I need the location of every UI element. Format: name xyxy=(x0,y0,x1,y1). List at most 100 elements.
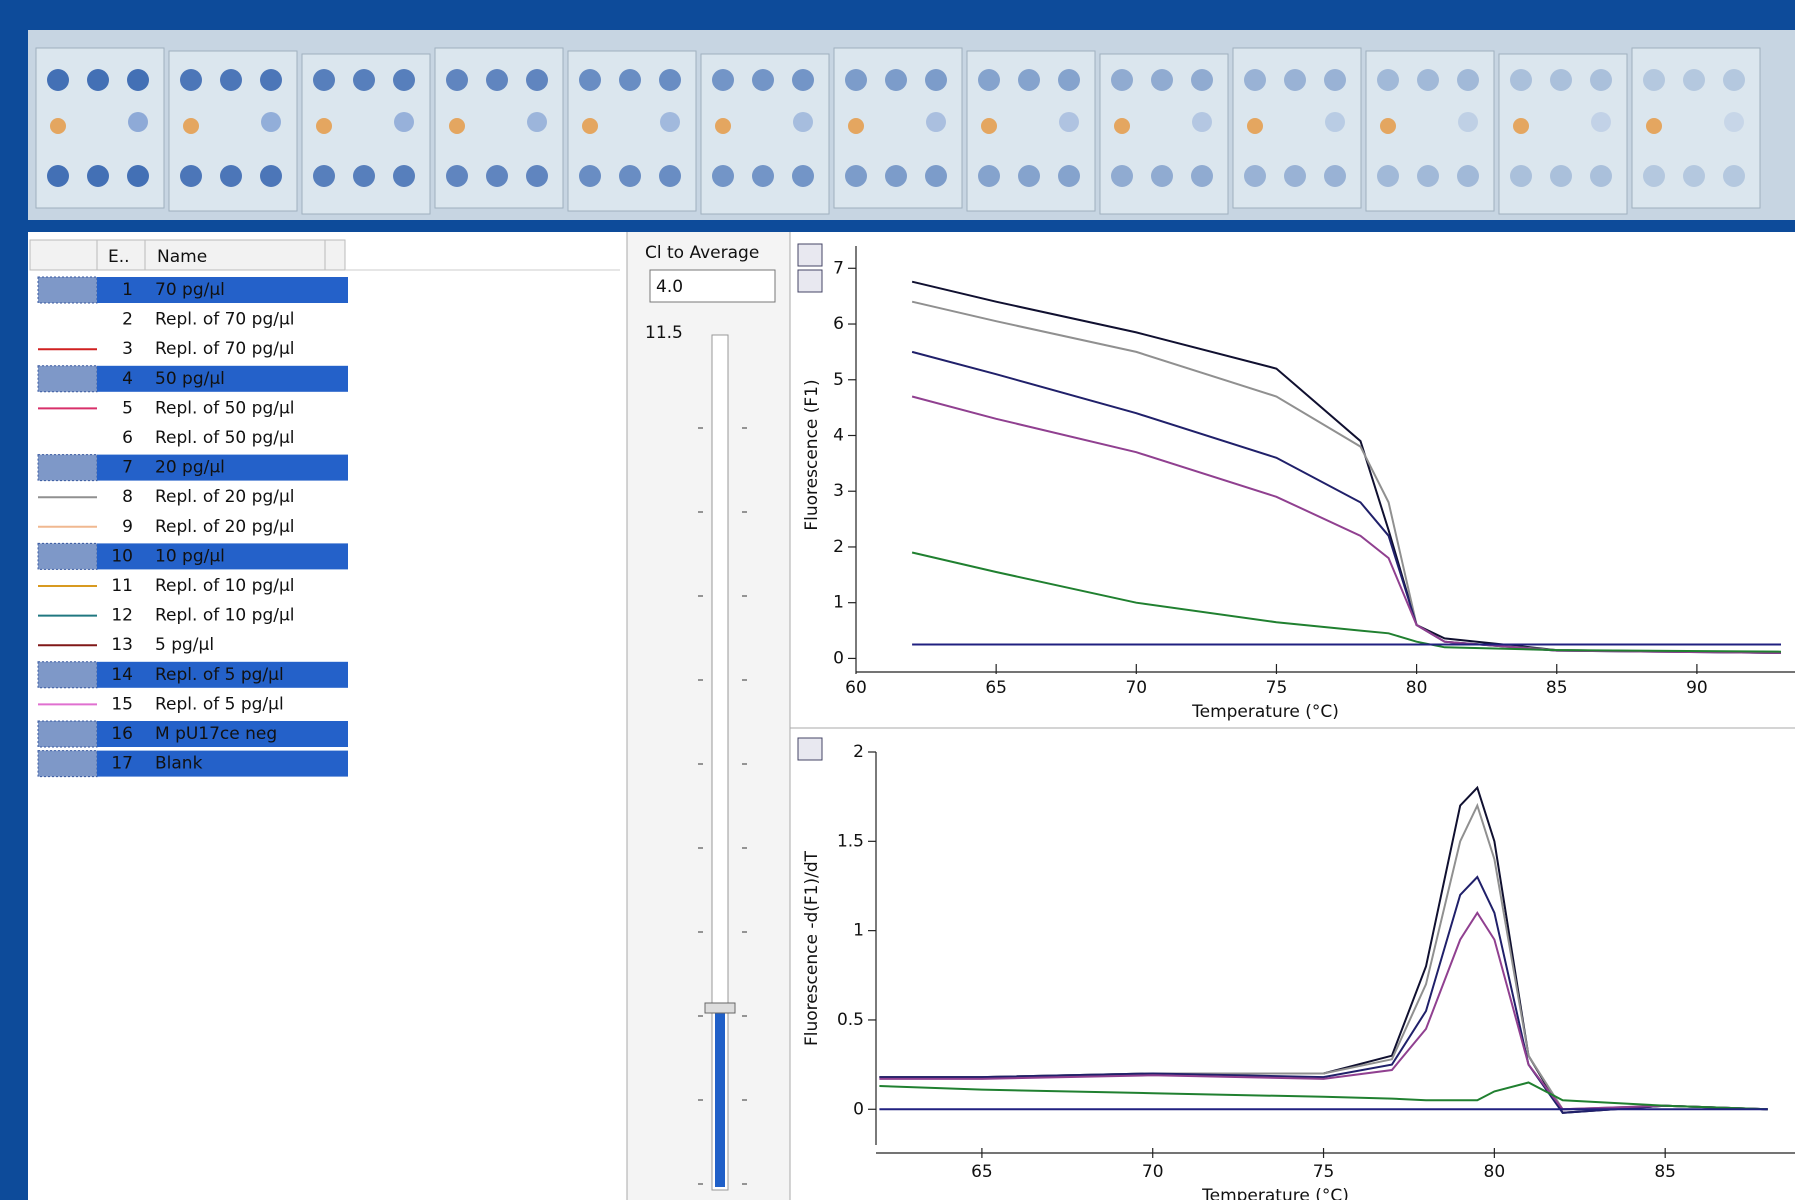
dot xyxy=(1192,112,1212,132)
dot xyxy=(353,69,375,91)
row-name[interactable]: Repl. of 10 pg/µl xyxy=(155,576,295,596)
row-number[interactable]: 14 xyxy=(111,665,133,685)
row-number[interactable]: 9 xyxy=(122,517,133,537)
x-tick-label: 85 xyxy=(1546,678,1568,698)
row-name[interactable]: 70 pg/µl xyxy=(155,280,225,300)
row-name[interactable]: Repl. of 50 pg/µl xyxy=(155,428,295,448)
row-number[interactable]: 2 xyxy=(122,310,133,330)
dot xyxy=(659,165,681,187)
y-tick-label: 1 xyxy=(853,921,864,941)
dot xyxy=(394,112,414,132)
dot xyxy=(1151,165,1173,187)
y-tick-label: 7 xyxy=(833,258,844,278)
row-number[interactable]: 8 xyxy=(122,487,133,507)
dot xyxy=(1018,69,1040,91)
row-name[interactable]: Repl. of 70 pg/µl xyxy=(155,310,295,330)
row-name[interactable]: Repl. of 50 pg/µl xyxy=(155,398,295,418)
y-tick-label: 0 xyxy=(833,648,844,668)
x-tick-label: 65 xyxy=(971,1162,993,1182)
x-tick-label: 70 xyxy=(1125,678,1147,698)
row-number[interactable]: 16 xyxy=(111,724,133,744)
dot xyxy=(845,165,867,187)
dot xyxy=(845,69,867,91)
dot xyxy=(527,112,547,132)
row-number[interactable]: 17 xyxy=(111,754,133,774)
row-swatch xyxy=(38,751,97,777)
row-name[interactable]: Repl. of 5 pg/µl xyxy=(155,694,284,714)
dot xyxy=(1191,165,1213,187)
dot xyxy=(1018,165,1040,187)
dot xyxy=(619,69,641,91)
row-name[interactable]: Blank xyxy=(155,754,203,774)
row-name[interactable]: 50 pg/µl xyxy=(155,369,225,389)
row-swatch xyxy=(38,277,97,303)
dot xyxy=(393,69,415,91)
x-tick-label: 60 xyxy=(845,678,867,698)
chart-icon[interactable] xyxy=(798,270,822,292)
row-number[interactable]: 5 xyxy=(122,398,133,418)
dot xyxy=(1324,165,1346,187)
x-axis-title: Temperature (°C) xyxy=(1191,702,1339,722)
chart-icon[interactable] xyxy=(798,244,822,266)
dot xyxy=(220,69,242,91)
dot xyxy=(183,118,199,134)
dot xyxy=(50,118,66,134)
dot xyxy=(712,69,734,91)
y-tick-label: 0.5 xyxy=(837,1010,864,1030)
slider-thumb[interactable] xyxy=(705,1003,735,1013)
y-tick-label: 5 xyxy=(833,370,844,390)
row-number[interactable]: 6 xyxy=(122,428,133,448)
x-tick-label: 80 xyxy=(1484,1162,1506,1182)
row-name[interactable]: Repl. of 20 pg/µl xyxy=(155,517,295,537)
row-name[interactable]: M pU17ce neg xyxy=(155,724,277,744)
dot xyxy=(1114,118,1130,134)
dot xyxy=(712,165,734,187)
header-cell[interactable]: E.. xyxy=(108,247,130,267)
row-number[interactable]: 11 xyxy=(111,576,133,596)
row-number[interactable]: 4 xyxy=(122,369,133,389)
y-tick-label: 2 xyxy=(833,537,844,557)
row-number[interactable]: 12 xyxy=(111,606,133,626)
input-value[interactable]: 4.0 xyxy=(656,277,683,297)
row-name[interactable]: Repl. of 70 pg/µl xyxy=(155,339,295,359)
slider-max: 11.5 xyxy=(645,323,683,343)
row-name[interactable]: Repl. of 20 pg/µl xyxy=(155,487,295,507)
y-tick-label: 0 xyxy=(853,1099,864,1119)
dot xyxy=(1417,165,1439,187)
dot xyxy=(1458,112,1478,132)
x-tick-label: 65 xyxy=(985,678,1007,698)
dot xyxy=(752,69,774,91)
dot xyxy=(446,165,468,187)
y-tick-label: 6 xyxy=(833,314,844,334)
dot xyxy=(1325,112,1345,132)
row-name[interactable]: 20 pg/µl xyxy=(155,458,225,478)
dot xyxy=(752,165,774,187)
dot xyxy=(526,165,548,187)
dot xyxy=(1284,69,1306,91)
row-number[interactable]: 10 xyxy=(111,546,133,566)
row-number[interactable]: 13 xyxy=(111,635,133,655)
row-highlight[interactable] xyxy=(97,751,348,777)
dot xyxy=(885,69,907,91)
row-number[interactable]: 1 xyxy=(122,280,133,300)
row-number[interactable]: 7 xyxy=(122,458,133,478)
row-name[interactable]: Repl. of 5 pg/µl xyxy=(155,665,284,685)
x-tick-label: 75 xyxy=(1313,1162,1335,1182)
row-number[interactable]: 15 xyxy=(111,694,133,714)
header-cell[interactable]: Name xyxy=(157,247,207,267)
row-name[interactable]: 5 pg/µl xyxy=(155,635,214,655)
dot xyxy=(1550,69,1572,91)
row-number[interactable]: 3 xyxy=(122,339,133,359)
dot xyxy=(1151,69,1173,91)
row-name[interactable]: Repl. of 10 pg/µl xyxy=(155,606,295,626)
chart-icon[interactable] xyxy=(798,738,822,760)
dot xyxy=(1417,69,1439,91)
row-name[interactable]: 10 pg/µl xyxy=(155,546,225,566)
dot xyxy=(1723,69,1745,91)
dot xyxy=(1284,165,1306,187)
dot xyxy=(1457,165,1479,187)
dot xyxy=(127,69,149,91)
dot xyxy=(313,69,335,91)
dot xyxy=(1550,165,1572,187)
x-tick-label: 80 xyxy=(1406,678,1428,698)
